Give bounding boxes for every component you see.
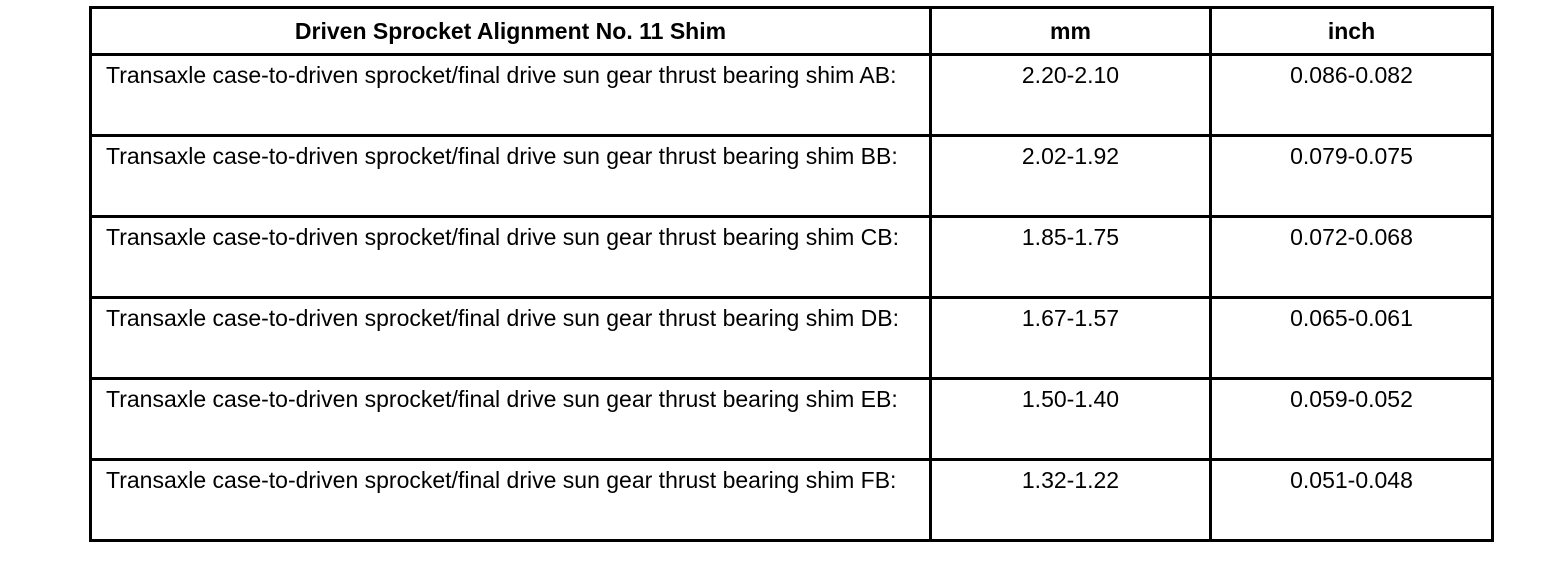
row-mm: 1.85-1.75 [929,215,1212,299]
row-inch: 0.072-0.068 [1209,215,1494,299]
row-description: Transaxle case-to-driven sprocket/final … [89,377,932,461]
header-description: Driven Sprocket Alignment No. 11 Shim [89,6,932,56]
table-row: Transaxle case-to-driven sprocket/final … [89,377,1494,461]
header-row: Driven Sprocket Alignment No. 11 Shim mm… [89,6,1494,56]
header-mm: mm [929,6,1212,56]
table-row: Transaxle case-to-driven sprocket/final … [89,134,1494,218]
table-row: Transaxle case-to-driven sprocket/final … [89,215,1494,299]
row-description: Transaxle case-to-driven sprocket/final … [89,458,932,542]
row-inch: 0.051-0.048 [1209,458,1494,542]
row-mm: 2.20-2.10 [929,53,1212,137]
shim-spec-table: Driven Sprocket Alignment No. 11 Shim mm… [89,6,1494,542]
row-mm: 1.67-1.57 [929,296,1212,380]
row-inch: 0.086-0.082 [1209,53,1494,137]
row-mm: 1.50-1.40 [929,377,1212,461]
row-description: Transaxle case-to-driven sprocket/final … [89,134,932,218]
row-inch: 0.059-0.052 [1209,377,1494,461]
row-description: Transaxle case-to-driven sprocket/final … [89,215,932,299]
table-row: Transaxle case-to-driven sprocket/final … [89,53,1494,137]
header-inch: inch [1209,6,1494,56]
row-mm: 1.32-1.22 [929,458,1212,542]
row-description: Transaxle case-to-driven sprocket/final … [89,53,932,137]
table-row: Transaxle case-to-driven sprocket/final … [89,296,1494,380]
row-description: Transaxle case-to-driven sprocket/final … [89,296,932,380]
row-inch: 0.065-0.061 [1209,296,1494,380]
table-row: Transaxle case-to-driven sprocket/final … [89,458,1494,542]
row-inch: 0.079-0.075 [1209,134,1494,218]
row-mm: 2.02-1.92 [929,134,1212,218]
